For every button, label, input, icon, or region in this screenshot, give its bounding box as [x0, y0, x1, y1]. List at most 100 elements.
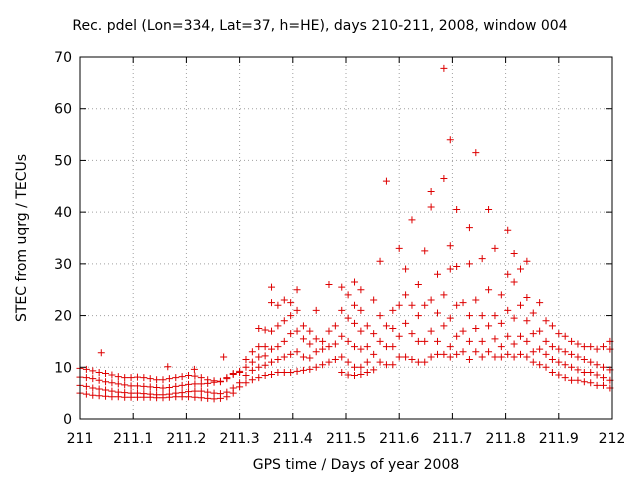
data-point — [434, 270, 442, 278]
data-point — [191, 380, 199, 388]
data-point — [363, 322, 371, 330]
data-point — [82, 374, 90, 382]
data-point — [191, 387, 199, 395]
data-point — [395, 244, 403, 252]
data-point — [427, 327, 435, 335]
data-point — [165, 375, 173, 383]
data-point — [568, 350, 576, 358]
data-point — [197, 374, 205, 382]
data-point — [140, 374, 148, 382]
data-point — [504, 306, 512, 314]
data-point — [146, 393, 154, 401]
data-point — [497, 343, 505, 351]
data-point — [427, 187, 435, 195]
data-point — [293, 327, 301, 335]
y-tick-label: 60 — [54, 102, 72, 118]
data-point — [491, 353, 499, 361]
data-point — [121, 393, 129, 401]
data-point — [89, 367, 97, 375]
data-point — [421, 358, 429, 366]
data-point — [568, 337, 576, 345]
data-point — [516, 265, 524, 273]
y-tick-label: 50 — [54, 153, 72, 169]
data-point — [465, 260, 473, 268]
data-point — [164, 363, 172, 371]
data-point — [414, 281, 422, 289]
data-point — [357, 327, 365, 335]
data-point — [338, 368, 346, 376]
data-point — [274, 322, 282, 330]
data-point — [210, 395, 218, 403]
data-point — [446, 265, 454, 273]
data-point — [261, 352, 269, 360]
data-point — [357, 306, 365, 314]
data-point — [536, 327, 544, 335]
data-point — [587, 343, 595, 351]
data-point — [287, 312, 295, 320]
x-tick-label: 211.5 — [326, 431, 366, 447]
data-point — [472, 149, 480, 157]
data-point — [593, 371, 601, 379]
data-point — [536, 361, 544, 369]
data-point — [376, 337, 384, 345]
data-point — [102, 386, 110, 394]
data-point — [421, 301, 429, 309]
data-point — [357, 371, 365, 379]
data-point — [351, 301, 359, 309]
data-point — [210, 378, 218, 386]
data-point — [548, 322, 556, 330]
data-point — [331, 322, 339, 330]
data-point — [338, 353, 346, 361]
data-point — [204, 388, 212, 396]
data-point — [82, 365, 90, 373]
data-point — [529, 309, 537, 317]
data-points — [76, 64, 614, 403]
data-point — [472, 348, 480, 356]
data-point — [331, 340, 339, 348]
data-point — [542, 337, 550, 345]
data-point — [402, 353, 410, 361]
y-axis-label: STEC from uqrg / TECUs — [14, 153, 30, 323]
data-point — [580, 368, 588, 376]
data-point — [102, 392, 110, 400]
data-point — [306, 340, 314, 348]
data-point — [351, 319, 359, 327]
data-point — [523, 337, 531, 345]
data-point — [331, 356, 339, 364]
data-point — [555, 345, 563, 353]
data-point — [229, 371, 237, 379]
data-point — [459, 299, 467, 307]
data-point — [561, 361, 569, 369]
data-point — [172, 382, 180, 390]
x-tick-label: 211.6 — [379, 431, 419, 447]
data-point — [434, 337, 442, 345]
data-point — [287, 350, 295, 358]
data-point — [268, 299, 276, 307]
data-point — [446, 343, 454, 351]
data-point — [280, 317, 288, 325]
data-point — [472, 325, 480, 332]
data-point — [255, 325, 263, 332]
data-point — [299, 322, 307, 330]
data-point — [485, 322, 493, 330]
data-point — [529, 330, 537, 338]
data-point — [478, 312, 486, 320]
data-point — [402, 319, 410, 327]
data-point — [523, 317, 531, 325]
data-point — [363, 343, 371, 351]
data-point — [197, 387, 205, 395]
data-point — [248, 358, 256, 366]
data-point — [261, 361, 269, 369]
data-point — [127, 393, 135, 401]
data-point — [159, 394, 167, 402]
data-point — [478, 337, 486, 345]
data-point — [465, 356, 473, 364]
data-point — [555, 358, 563, 366]
data-point — [453, 206, 461, 214]
data-point — [382, 361, 390, 369]
data-point — [102, 378, 110, 386]
data-point — [561, 332, 569, 340]
x-tick-label: 211.2 — [166, 431, 206, 447]
data-point — [542, 317, 550, 325]
data-point — [178, 381, 186, 389]
